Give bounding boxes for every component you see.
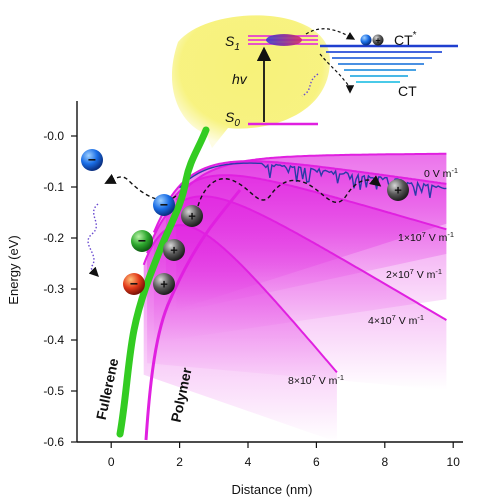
field-label-4: 8×107 V m-1 [288, 373, 344, 387]
y-tick-label: -0.2 [43, 231, 64, 245]
bound-hole-sign: + [188, 209, 196, 224]
potential-curve-0 [175, 152, 447, 201]
green-pair-hole-sign: + [170, 243, 178, 258]
hv-label: hv [232, 71, 248, 87]
potential-curves [142, 152, 447, 374]
fullerene-strand [116, 126, 210, 438]
transfer-arrow-ct-star [305, 28, 356, 40]
ct-electron [360, 34, 372, 46]
ct-hole [372, 34, 384, 46]
bound-electron-sign: − [160, 197, 168, 213]
s1-label: S1 [225, 33, 240, 53]
free-hole-sign: + [394, 183, 402, 198]
relax-wiggle [301, 73, 319, 97]
potential-fill-4 [143, 225, 337, 442]
axes: -0.0 -0.1 -0.2 -0.3 -0.4 -0.5 -0.6 0 2 4 6 8 10 Ene… [6, 101, 463, 497]
red-electron [123, 273, 145, 295]
field-label-0: 0 V m-1 [424, 166, 458, 180]
free-hole [387, 179, 409, 201]
potential-curve-2 [152, 174, 447, 233]
potential-curve-4 [142, 224, 338, 374]
x-tick-label: 4 [245, 455, 252, 469]
x-axis-label: Distance (nm) [232, 482, 313, 497]
y-tick-label: -0.1 [43, 180, 64, 194]
x-tick-label: 8 [381, 455, 388, 469]
y-tick-label: -0.3 [43, 282, 64, 296]
red-electron-sign: − [130, 276, 138, 292]
s0-label: S0 [225, 109, 240, 129]
y-axis-label: Energy (eV) [6, 235, 21, 304]
free-electron [81, 149, 103, 171]
y-tick-label: -0.6 [43, 435, 64, 449]
charges: − − + − + − + + [81, 149, 409, 295]
y-tick-label: -0.5 [43, 384, 64, 398]
field-label-3: 4×107 V m-1 [368, 313, 424, 327]
fullerene-label: Fullerene [93, 357, 122, 421]
free-electron-sign: − [88, 152, 96, 168]
inset-highlight [171, 15, 330, 148]
bound-electron [153, 194, 175, 216]
x-tick-label: 10 [447, 455, 461, 469]
potential-curve-3 [146, 195, 447, 321]
field-label-1: 1×107 V m-1 [398, 230, 454, 244]
field-labels: 0 V m-1 1×107 V m-1 2×107 V m-1 4×107 V … [288, 166, 458, 387]
exciton-ellipse [266, 34, 302, 46]
red-pair-hole-sign: + [160, 277, 168, 292]
ct-label: CT [398, 83, 417, 99]
red-pair-hole [153, 273, 175, 295]
field-label-2: 2×107 V m-1 [386, 267, 442, 281]
green-electron-sign: − [138, 233, 146, 249]
green-pair-hole [163, 239, 185, 261]
inset-diagram: S1 S0 hv + CT* CT [225, 28, 458, 129]
x-tick-label: 0 [108, 455, 115, 469]
ct-hole-sign: + [375, 36, 380, 46]
x-tick-label: 6 [313, 455, 320, 469]
potential-curve-1 [165, 160, 447, 206]
x-tick-label: 2 [176, 455, 183, 469]
bound-hole [181, 205, 203, 227]
y-tick-label: -0.0 [43, 129, 64, 143]
ct-star-label: CT* [394, 30, 417, 48]
relax-arrow-ct [319, 53, 355, 94]
green-electron [131, 230, 153, 252]
recombination-arrow [87, 203, 99, 277]
hole-escape-arrow [197, 175, 382, 207]
polymer-strand [144, 189, 242, 441]
y-tick-label: -0.4 [43, 333, 64, 347]
